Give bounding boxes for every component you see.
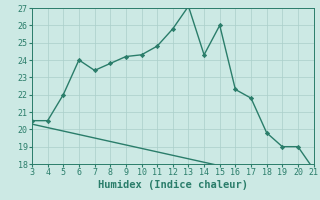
X-axis label: Humidex (Indice chaleur): Humidex (Indice chaleur) [98, 180, 248, 190]
